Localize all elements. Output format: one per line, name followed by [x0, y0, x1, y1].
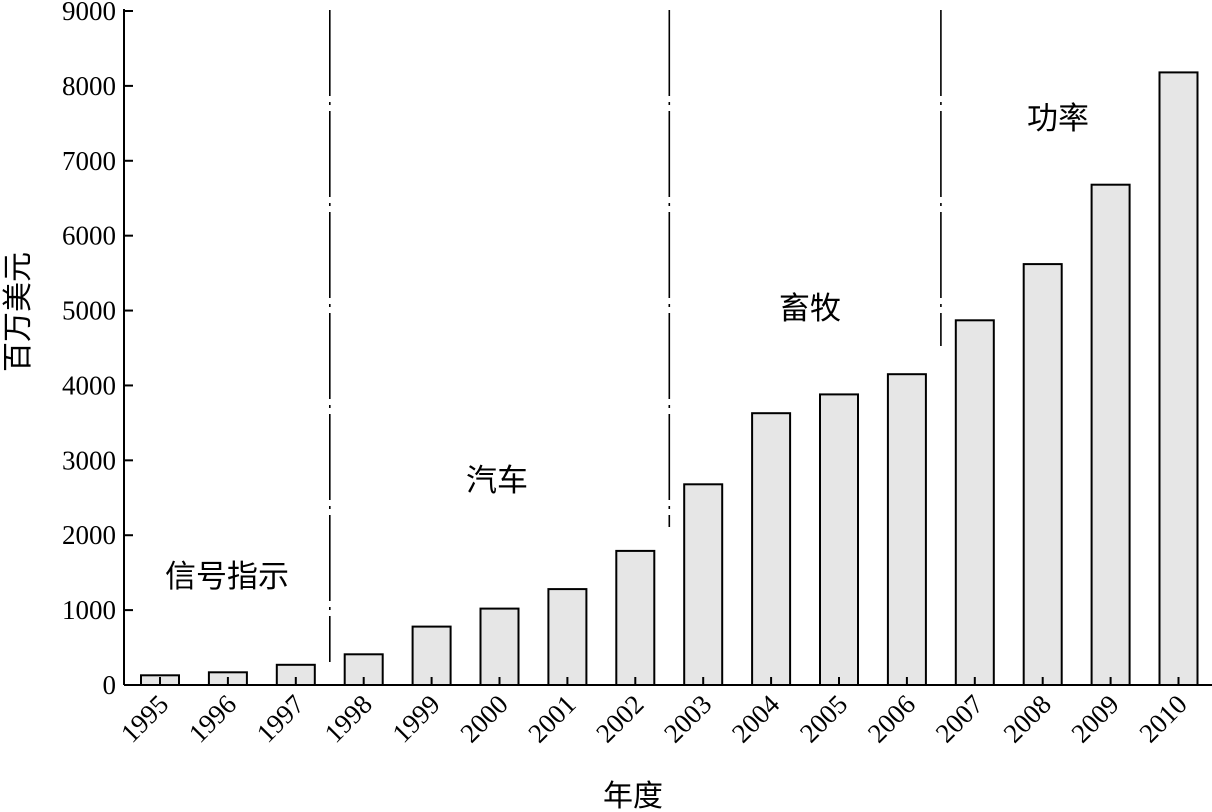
- y-tick-label: 7000: [62, 146, 116, 176]
- bar-2009: [1090, 183, 1131, 686]
- x-tick-label: 2000: [454, 689, 513, 748]
- bar-2003: [683, 483, 724, 686]
- bar-1999: [411, 625, 452, 686]
- x-axis-title: 年度: [603, 780, 663, 812]
- x-tick-label: 1995: [115, 689, 174, 748]
- y-ticks-group: 0 1000 2000 3000 4000 5000 6000 7000 8000 9000: [62, 0, 133, 700]
- bar-2008: [1022, 263, 1063, 686]
- y-tick-label: 0: [103, 670, 117, 700]
- y-tick-label: 8000: [62, 71, 116, 101]
- x-tick-label: 2007: [930, 689, 989, 748]
- x-tick-label: 2001: [522, 689, 581, 748]
- y-tick-label: 4000: [62, 370, 116, 400]
- annotation-power: 功率: [1027, 101, 1089, 136]
- bar-2005: [819, 393, 859, 686]
- y-tick-label: 2000: [62, 520, 116, 550]
- x-tick-label: 2002: [590, 689, 649, 748]
- bar-2006: [886, 373, 927, 686]
- x-tick-label: 1997: [251, 689, 310, 748]
- annotation-signal: 信号指示: [165, 559, 289, 594]
- bar-2010: [1158, 71, 1199, 686]
- y-tick-label: 1000: [62, 595, 116, 625]
- bars-group: [140, 71, 1199, 687]
- x-ticks-group: 1995 1996 1997 1998 1999 2000 2001 2002 2003 2004…: [115, 677, 1193, 748]
- bar-2007: [954, 319, 995, 686]
- y-axis-title: 百万美元: [2, 252, 35, 372]
- x-tick-label: 2008: [998, 689, 1057, 748]
- y-tick-label: 3000: [62, 445, 116, 475]
- x-tick-label: 2004: [726, 689, 786, 749]
- x-tick-label: 1999: [386, 689, 445, 748]
- bar-2004: [751, 412, 792, 686]
- y-tick-label: 9000: [62, 0, 116, 26]
- x-tick-label: 2005: [794, 689, 853, 748]
- annotation-automotive: 汽车: [466, 463, 528, 498]
- bar-2000: [479, 607, 520, 686]
- annotation-livestock: 畜牧: [779, 291, 841, 326]
- x-tick-label: 1996: [183, 689, 242, 748]
- y-tick-label: 6000: [62, 221, 116, 251]
- y-tick-label: 5000: [62, 296, 116, 326]
- x-tick-label: 2006: [862, 689, 921, 748]
- x-tick-label: 2003: [658, 689, 717, 748]
- axes-group: [123, 9, 1212, 686]
- x-tick-label: 2009: [1065, 689, 1124, 748]
- x-tick-label: 2010: [1133, 689, 1192, 748]
- x-tick-label: 1998: [319, 689, 378, 748]
- bar-2001: [547, 588, 588, 686]
- era-dividers: [328, 10, 942, 662]
- bar-2002: [615, 549, 656, 687]
